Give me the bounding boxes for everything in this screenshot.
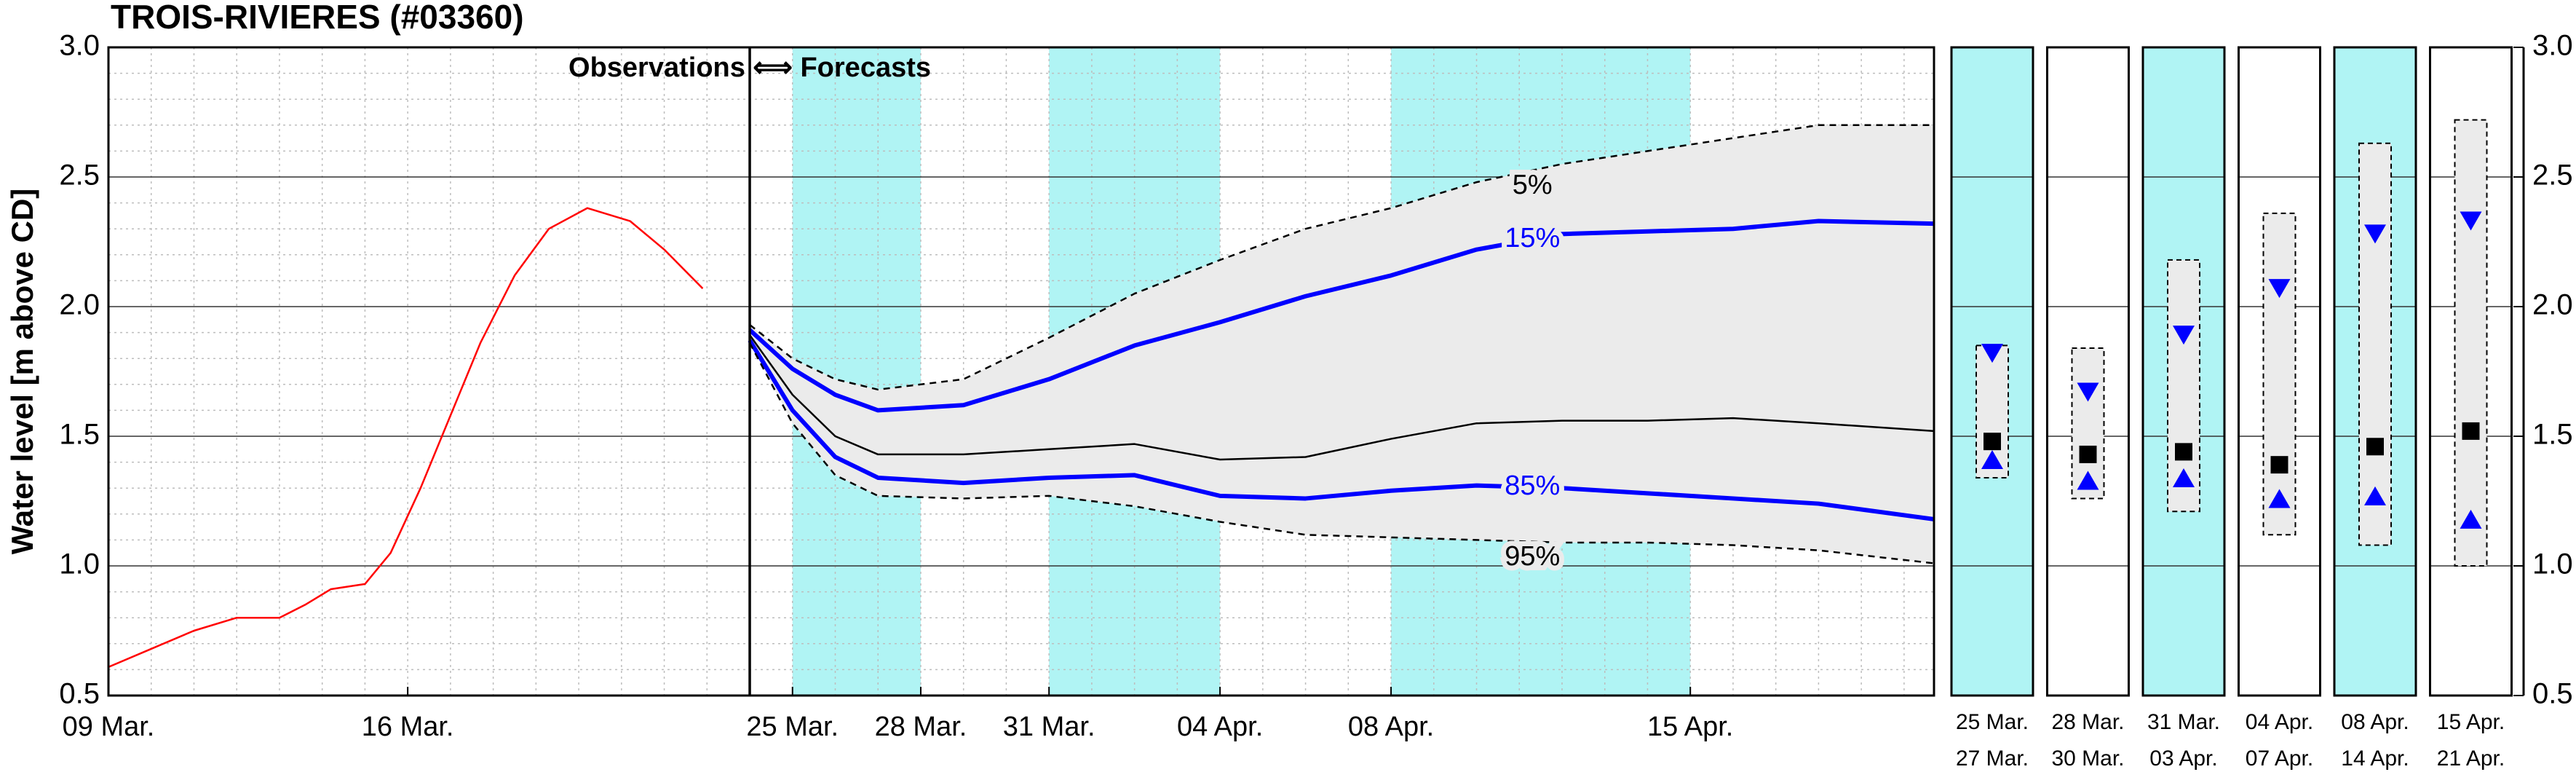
x-tick-label: 04 Apr. (1177, 712, 1263, 742)
y-tick-label: 2.0 (59, 289, 100, 321)
y-axis-label: Water level [m above CD] (5, 189, 39, 555)
series-line (108, 207, 704, 668)
panel-frame (2141, 46, 2226, 697)
range-box (2262, 212, 2296, 536)
period-label: 14 Apr. (2341, 747, 2409, 771)
x-tick-label: 15 Apr. (1647, 712, 1733, 742)
period-label: 25 Mar. (1956, 710, 2029, 734)
series-label: 5% (1513, 170, 1553, 200)
range-box (2454, 119, 2488, 567)
quantile-marker (2268, 279, 2291, 299)
quantile-marker (2077, 382, 2099, 402)
quantile-marker (2460, 211, 2482, 231)
y-tick-label: 2.5 (59, 159, 100, 192)
quantile-marker (1981, 344, 2003, 363)
quantile-marker (2364, 486, 2386, 505)
period-label: 03 Apr. (2149, 747, 2217, 771)
panel-frame (1950, 46, 2034, 697)
series-label: 95% (1505, 541, 1560, 572)
y-tick-label: 2.5 (2532, 159, 2573, 192)
y-tick-label: 3.0 (2532, 30, 2573, 62)
y-tick-label: 1.0 (59, 548, 100, 580)
period-label: 21 Apr. (2437, 747, 2505, 771)
series-line (748, 339, 1935, 521)
y-tick-label: 1.5 (59, 419, 100, 451)
forecast-envelope (750, 125, 1934, 564)
period-label: 28 Mar. (2051, 710, 2124, 734)
series-line (748, 218, 1935, 413)
chart-title: TROIS-RIVIERES (#03360) (111, 0, 524, 36)
median-marker (2175, 443, 2192, 461)
quantile-marker (2268, 489, 2291, 508)
median-marker (2270, 456, 2288, 474)
y-tick-label: 3.0 (59, 30, 100, 62)
quantile-marker (2364, 224, 2386, 244)
x-tick-label: 09 Mar. (63, 712, 155, 742)
quantile-marker (2173, 468, 2195, 487)
x-tick-label: 08 Apr. (1348, 712, 1434, 742)
quantile-marker (1981, 450, 2003, 470)
quantile-marker (2173, 326, 2195, 345)
annotation: Observations ⟺ Forecasts (568, 52, 931, 83)
panel-frame (2429, 46, 2513, 697)
quantile-marker (2077, 470, 2099, 490)
median-marker (2079, 445, 2097, 463)
plot-frame (107, 46, 1935, 697)
period-label: 04 Apr. (2246, 710, 2313, 734)
series-line (749, 124, 1934, 391)
x-tick-label: 16 Mar. (362, 712, 454, 742)
y-tick-label: 0.5 (59, 678, 100, 710)
x-tick-label: 31 Mar. (1003, 712, 1095, 742)
period-label: 15 Apr. (2437, 710, 2505, 734)
period-label: 08 Apr. (2341, 710, 2409, 734)
y-tick-label: 0.5 (2532, 678, 2573, 710)
period-label: 31 Mar. (2147, 710, 2220, 734)
series-label: 85% (1505, 470, 1560, 501)
range-box (2358, 142, 2392, 546)
y-tick-label: 1.0 (2532, 548, 2573, 580)
panel-frame (2238, 46, 2321, 697)
period-label: 30 Mar. (2051, 747, 2124, 771)
series-label: 15% (1505, 223, 1560, 253)
panel-frame (2046, 46, 2130, 697)
x-tick-label: 25 Mar. (746, 712, 839, 742)
quantile-marker (2460, 509, 2482, 529)
period-label: 27 Mar. (1956, 747, 2029, 771)
y-tick-label: 2.0 (2532, 289, 2573, 321)
median-marker (1983, 433, 2001, 451)
median-marker (2462, 422, 2480, 440)
period-label: 07 Apr. (2246, 747, 2313, 771)
x-tick-label: 28 Mar. (875, 712, 967, 742)
series-line (749, 334, 1935, 461)
median-marker (2366, 438, 2384, 456)
panel-frame (2333, 46, 2417, 697)
y-tick-label: 1.5 (2532, 419, 2573, 451)
